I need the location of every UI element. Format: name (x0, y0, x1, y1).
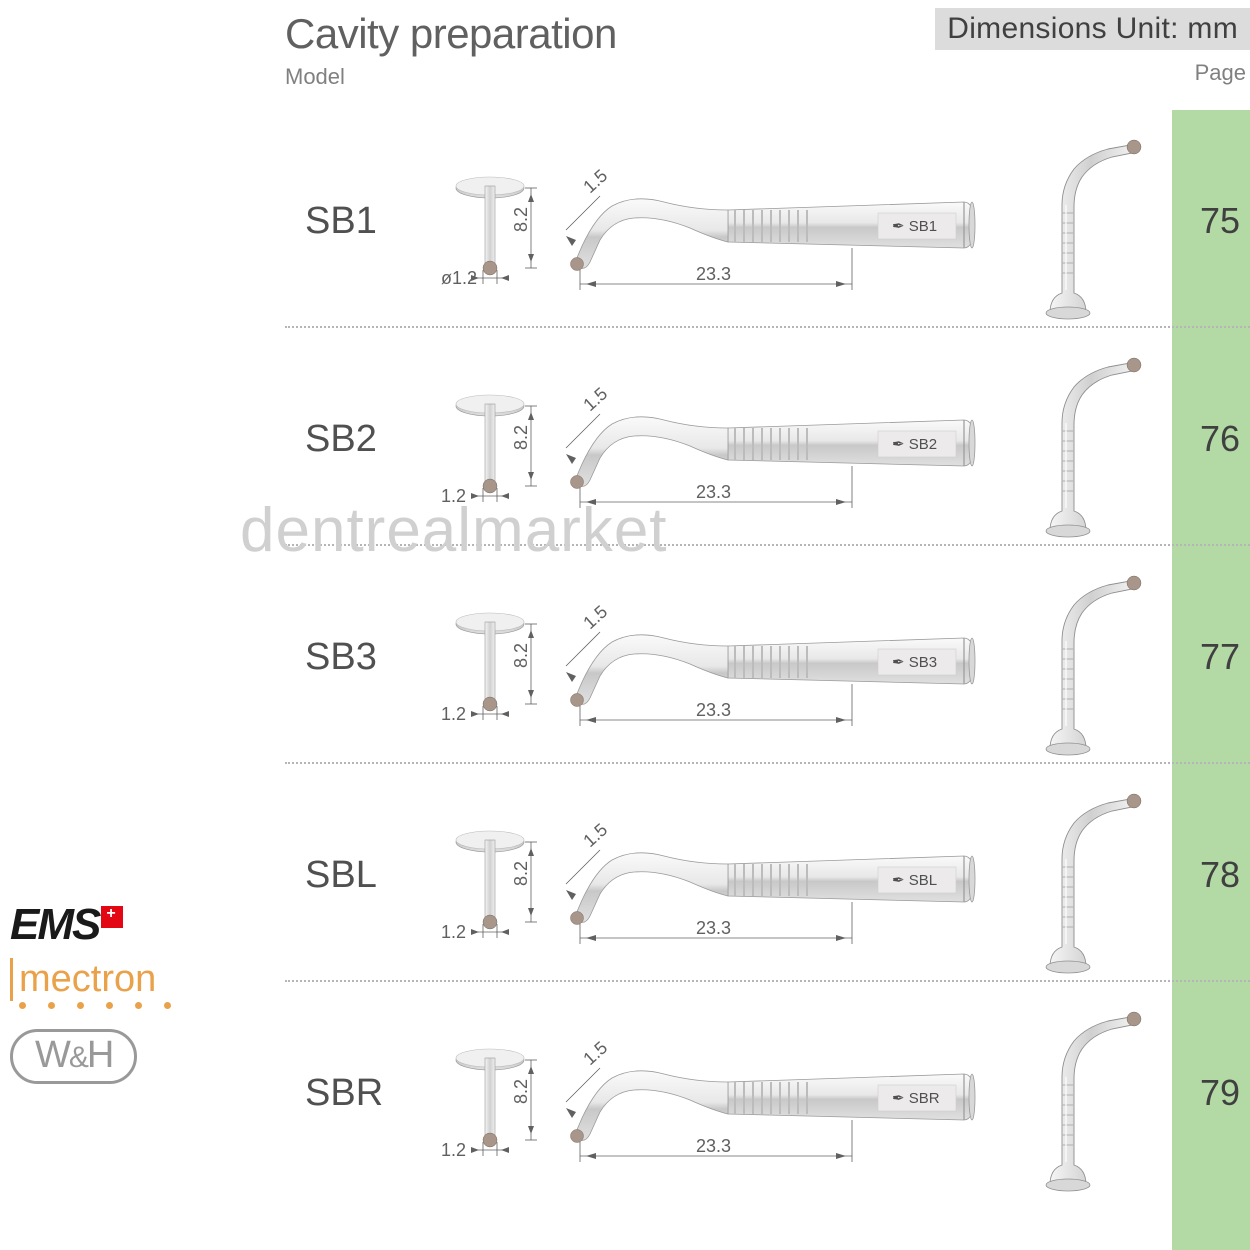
model-label: SBL (305, 854, 377, 897)
tip-side-view: ✒ SB3 1.5 23.3 (560, 586, 980, 746)
page-column-label: Page (1195, 60, 1246, 86)
svg-text:8.2: 8.2 (511, 425, 531, 450)
svg-text:8.2: 8.2 (511, 643, 531, 668)
tip-front-view: 8.2 1.2 (435, 1032, 545, 1172)
svg-text:1.2: 1.2 (441, 704, 466, 724)
model-column-label: Model (285, 64, 1250, 90)
product-row: SB2 76 8.2 1.2 ✒ SB2 (285, 328, 1250, 546)
logo-ems-text: EMS (10, 900, 99, 949)
svg-text:8.2: 8.2 (511, 861, 531, 886)
page-number: 76 (1200, 418, 1240, 460)
brand-logos: EMS mectron W&H (10, 900, 270, 1084)
tip-side-view: ✒ SBR 1.5 23.3 (560, 1022, 980, 1182)
svg-text:✒ SB3: ✒ SB3 (892, 654, 937, 671)
svg-text:1.2: 1.2 (441, 1140, 466, 1160)
svg-text:8.2: 8.2 (511, 207, 531, 232)
left-gutter: EMS mectron W&H (0, 0, 285, 1250)
page-number: 75 (1200, 200, 1240, 242)
mectron-dots-icon (19, 1002, 171, 1009)
tip-side-view: ✒ SB2 1.5 23.3 (560, 368, 980, 528)
svg-text:ø1.2: ø1.2 (441, 268, 477, 288)
product-row: SB175 8.2 ø1.2 ✒ SB (285, 110, 1250, 328)
product-row: SBL 78 8.2 1.2 ✒ SBL (285, 764, 1250, 982)
svg-text:23.3: 23.3 (696, 482, 731, 502)
svg-text:8.2: 8.2 (511, 1079, 531, 1104)
page-number: 77 (1200, 636, 1240, 678)
page-container: EMS mectron W&H Cavity preparation Model… (0, 0, 1250, 1250)
logo-mectron-text: mectron (19, 958, 156, 1000)
svg-text:23.3: 23.3 (696, 264, 731, 284)
header: Cavity preparation Model Dimensions Unit… (285, 0, 1250, 110)
model-label: SB3 (305, 636, 377, 679)
instrument-render (1000, 343, 1150, 538)
tip-side-view: ✒ SBL 1.5 23.3 (560, 804, 980, 964)
svg-text:✒ SBR: ✒ SBR (892, 1090, 940, 1107)
svg-text:1.5: 1.5 (579, 1037, 611, 1069)
svg-text:23.3: 23.3 (696, 1136, 731, 1156)
svg-text:✒ SB1: ✒ SB1 (892, 218, 937, 235)
svg-text:1.2: 1.2 (441, 922, 466, 942)
instrument-render (1000, 125, 1150, 320)
svg-text:1.5: 1.5 (579, 601, 611, 633)
model-label: SB1 (305, 200, 377, 243)
instrument-render (1000, 779, 1150, 974)
logo-mectron: mectron (10, 958, 270, 1001)
tip-front-view: 8.2 1.2 (435, 596, 545, 736)
page-number: 79 (1200, 1072, 1240, 1114)
svg-text:1.2: 1.2 (441, 486, 466, 506)
logo-ems: EMS (10, 900, 123, 950)
svg-text:✒ SB2: ✒ SB2 (892, 436, 937, 453)
svg-text:23.3: 23.3 (696, 918, 731, 938)
ems-cross-icon (101, 906, 123, 928)
main-area: Cavity preparation Model Dimensions Unit… (285, 0, 1250, 1250)
svg-text:1.5: 1.5 (579, 383, 611, 415)
svg-text:✒ SBL: ✒ SBL (892, 872, 937, 889)
tip-side-view: ✒ SB1 1.5 23.3 (560, 150, 980, 310)
tip-front-view: 8.2 1.2 (435, 378, 545, 518)
product-row: SB3 77 8.2 1.2 ✒ SB3 (285, 546, 1250, 764)
page-number: 78 (1200, 854, 1240, 896)
svg-text:1.5: 1.5 (579, 165, 611, 197)
instrument-render (1000, 561, 1150, 756)
logo-wh: W&H (10, 1029, 137, 1084)
product-rows: SB175 8.2 ø1.2 ✒ SB (285, 110, 1250, 1200)
model-label: SB2 (305, 418, 377, 461)
model-label: SBR (305, 1072, 383, 1115)
tip-front-view: 8.2 ø1.2 (435, 160, 545, 300)
product-row: SBR 79 8.2 1.2 ✒ SBR (285, 982, 1250, 1200)
instrument-render (1000, 997, 1150, 1192)
svg-text:23.3: 23.3 (696, 700, 731, 720)
dimensions-unit-box: Dimensions Unit: mm (935, 8, 1250, 50)
tip-front-view: 8.2 1.2 (435, 814, 545, 954)
svg-text:1.5: 1.5 (579, 819, 611, 851)
